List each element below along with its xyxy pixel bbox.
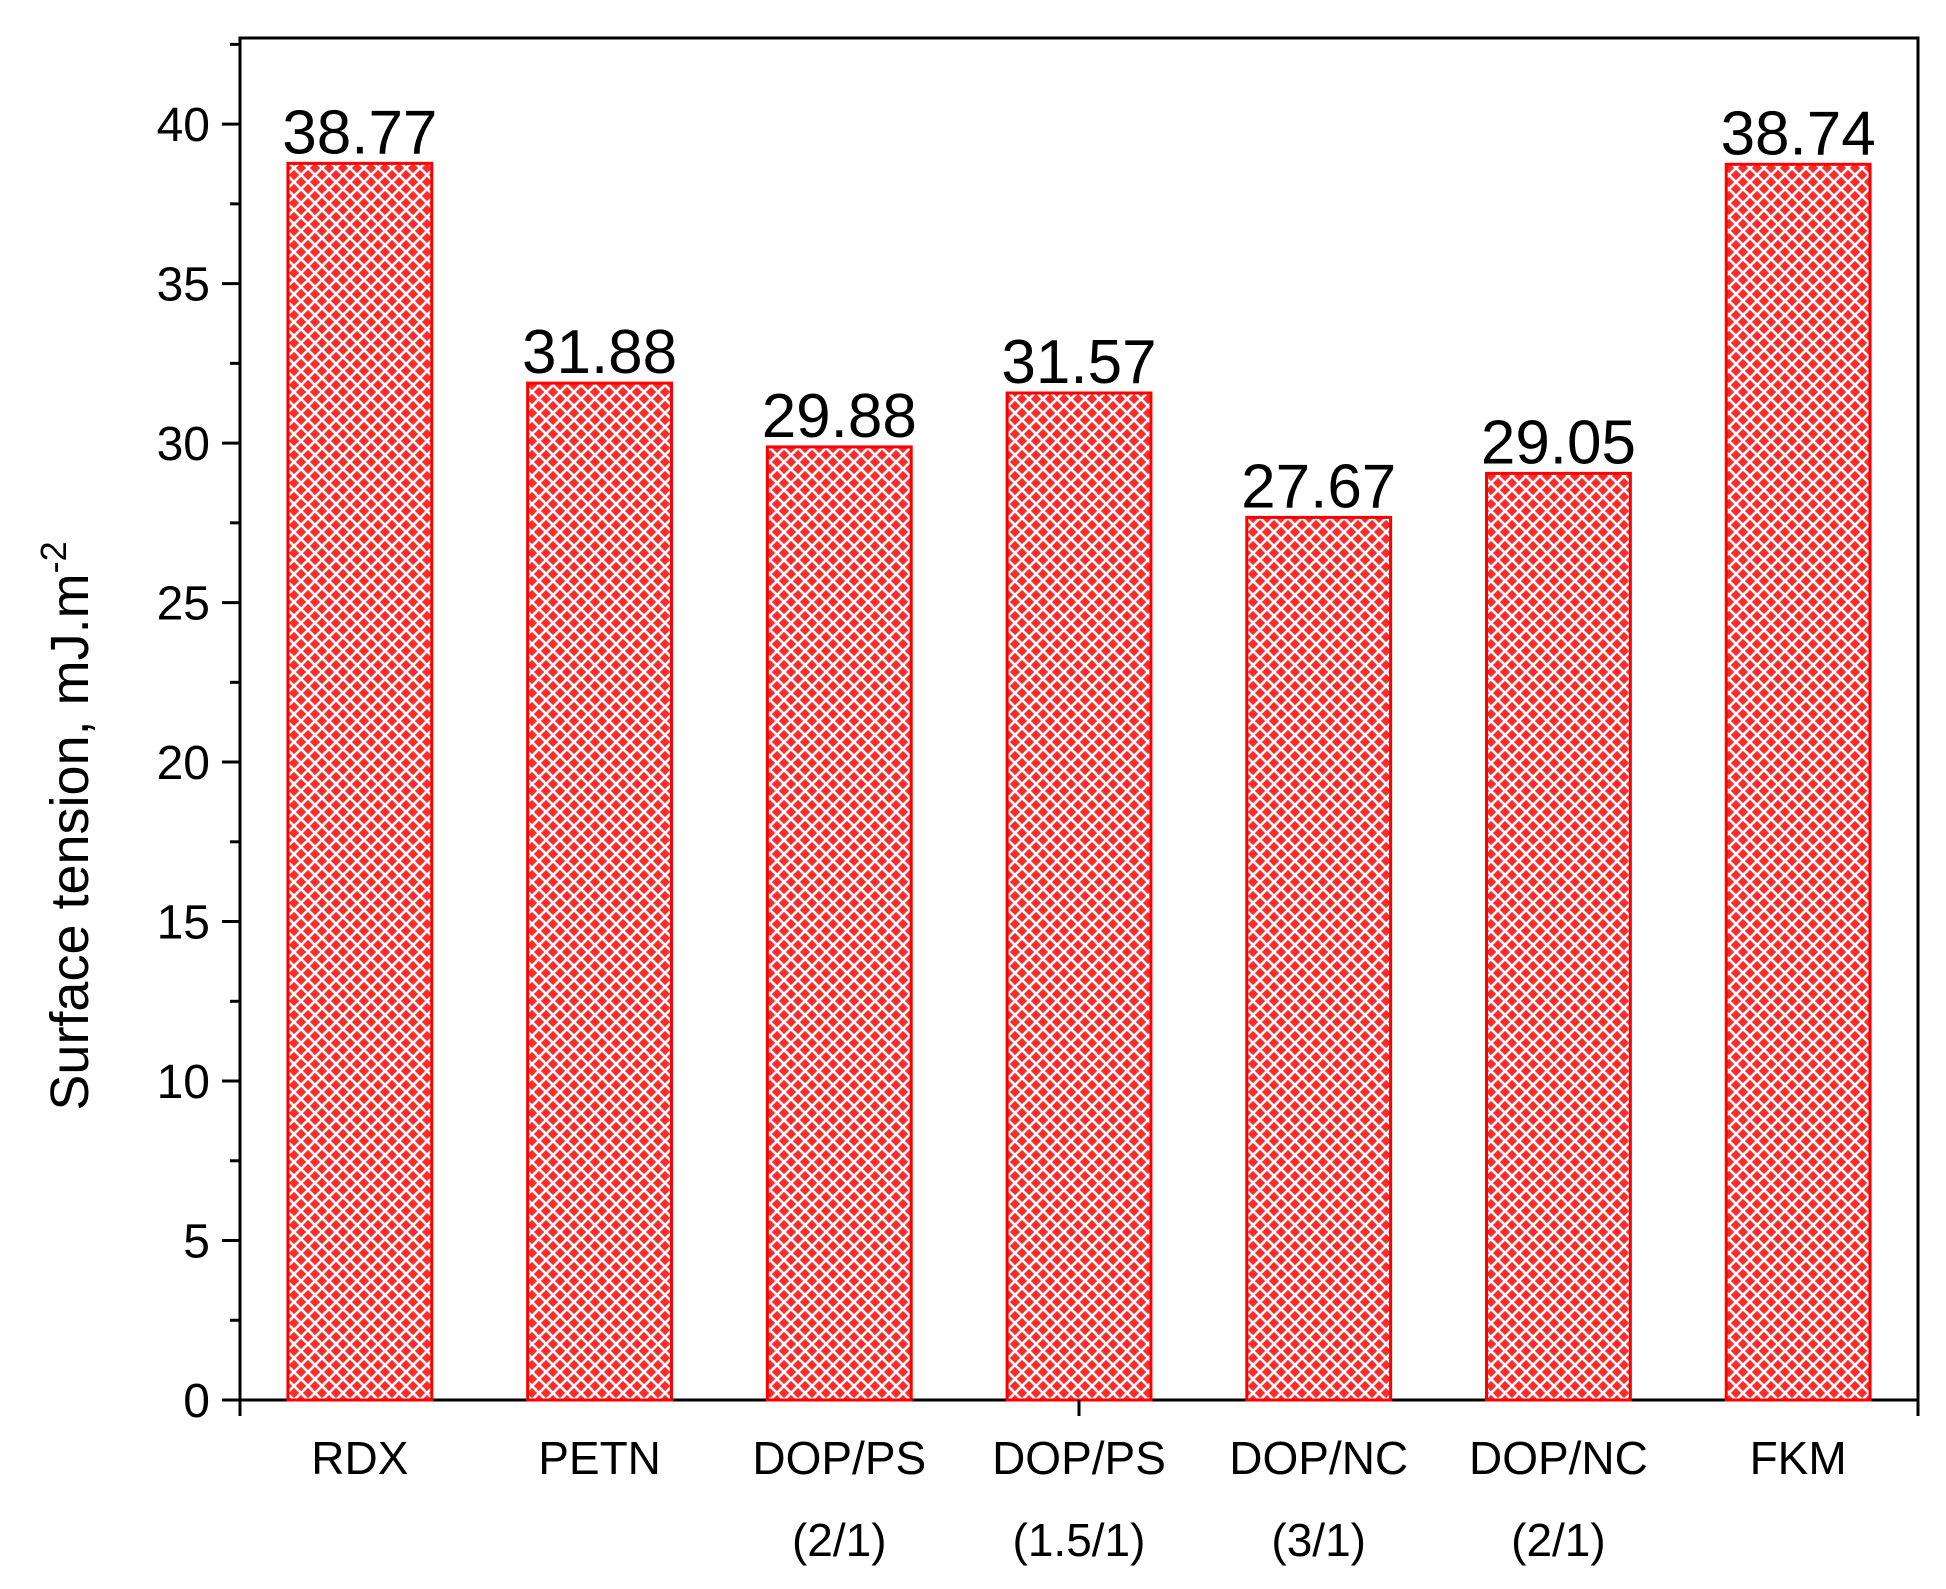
category-label-3: DOP/PS (1.5/1) — [992, 1432, 1166, 1566]
category-label-5: DOP/NC (2/1) — [1469, 1432, 1648, 1566]
y-tick-label: 15 — [157, 897, 210, 950]
category-label-line: (2/1) — [1511, 1514, 1606, 1566]
y-tick-label: 10 — [157, 1056, 210, 1109]
data-labels: 38.77 31.88 29.88 31.57 27.67 29.05 38.74 — [282, 98, 1875, 521]
category-label-line: (1.5/1) — [1013, 1514, 1146, 1566]
category-label-4: DOP/NC (3/1) — [1229, 1432, 1408, 1566]
data-label-5: 29.05 — [1481, 408, 1636, 477]
data-label-2: 29.88 — [762, 382, 917, 451]
category-label-line: (3/1) — [1271, 1514, 1366, 1566]
y-tick-label: 20 — [157, 737, 210, 790]
bar-6 — [1724, 162, 1872, 1402]
category-label-0: RDX — [311, 1432, 408, 1484]
y-axis-title-text: Surface tension, mJ.m — [40, 573, 100, 1110]
category-label-2: DOP/PS (2/1) — [752, 1432, 926, 1566]
bar-3 — [1005, 391, 1153, 1402]
y-tick-label: 25 — [157, 578, 210, 631]
y-axis-title-superscript: -2 — [33, 541, 74, 573]
category-label-6: FKM — [1750, 1432, 1847, 1484]
data-label-0: 38.77 — [282, 98, 437, 167]
category-label-line: DOP/NC — [1469, 1432, 1648, 1484]
bars — [286, 161, 1872, 1402]
data-label-1: 31.88 — [522, 318, 677, 387]
bar-1 — [526, 381, 673, 1402]
y-axis-title: Surface tension, mJ.m-2 — [33, 541, 100, 1110]
bar-0 — [286, 161, 434, 1402]
x-axis-labels: RDX PETN DOP/PS (2/1) DOP/PS (1.5/1) DOP/NC (3/… — [311, 1432, 1846, 1566]
y-tick-label: 35 — [157, 259, 210, 312]
y-tick-label: 0 — [183, 1375, 210, 1428]
category-label-line: DOP/PS — [992, 1432, 1166, 1484]
data-label-4: 27.67 — [1241, 452, 1396, 521]
bar-4 — [1245, 515, 1393, 1402]
category-label-line: PETN — [538, 1432, 661, 1484]
data-label-3: 31.57 — [1001, 328, 1156, 397]
category-label-line: DOP/PS — [752, 1432, 926, 1484]
category-label-line: DOP/NC — [1229, 1432, 1408, 1484]
category-label-line: (2/1) — [792, 1514, 887, 1566]
y-tick-label: 30 — [157, 418, 210, 471]
bar-5 — [1485, 471, 1632, 1402]
y-axis-ticks: 0 5 10 15 20 25 30 35 40 — [157, 42, 1920, 1428]
data-label-6: 38.74 — [1721, 99, 1876, 168]
bar-2 — [765, 445, 913, 1402]
y-tick-label: 5 — [183, 1216, 210, 1269]
category-label-1: PETN — [538, 1432, 661, 1484]
category-label-line: RDX — [311, 1432, 408, 1484]
category-label-line: FKM — [1750, 1432, 1847, 1484]
y-tick-label: 40 — [157, 99, 210, 152]
